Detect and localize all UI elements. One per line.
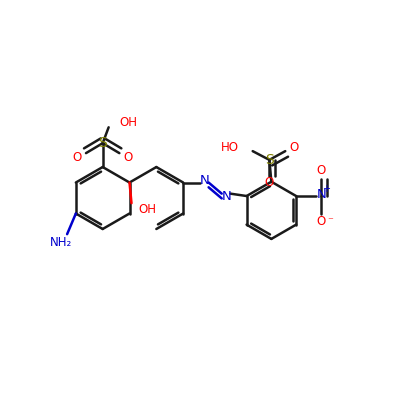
Text: +: + [322, 184, 330, 194]
Text: O: O [124, 150, 133, 164]
Text: NH₂: NH₂ [50, 236, 72, 249]
Text: S: S [265, 153, 274, 167]
Text: OH: OH [138, 203, 156, 216]
Text: S: S [98, 136, 107, 150]
Text: O: O [316, 164, 326, 177]
Text: O: O [289, 141, 299, 154]
Text: N: N [222, 190, 231, 203]
Text: N: N [316, 188, 326, 200]
Text: N: N [200, 174, 210, 187]
Text: ⁻: ⁻ [327, 216, 333, 226]
Text: O: O [265, 176, 274, 190]
Text: OH: OH [120, 116, 138, 129]
Text: O: O [316, 215, 326, 228]
Text: O: O [73, 150, 82, 164]
Text: HO: HO [221, 141, 239, 154]
